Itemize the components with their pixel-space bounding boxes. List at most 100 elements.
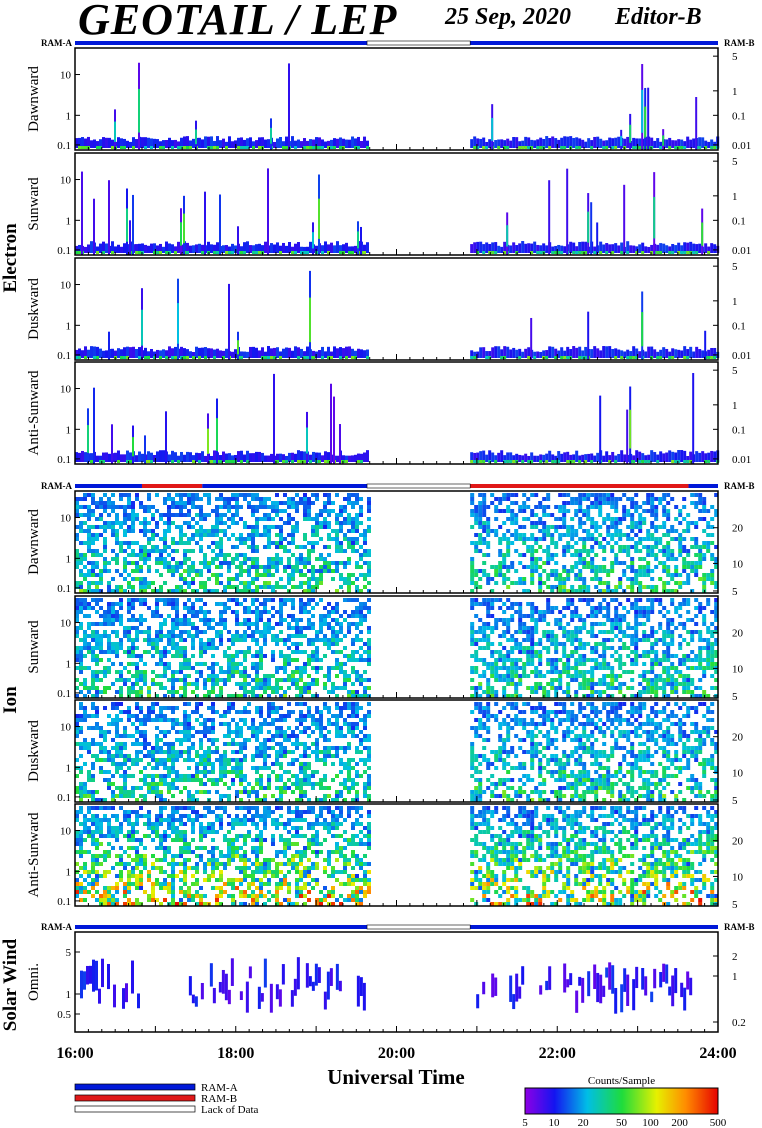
spectrogram-cell xyxy=(578,569,583,573)
spectrogram-cell xyxy=(482,598,487,602)
spectrogram-cell xyxy=(279,618,283,622)
spectrogram-cell xyxy=(586,614,591,618)
spectrogram-cell xyxy=(331,577,335,581)
spectrogram-cell xyxy=(155,561,159,565)
spectrogram-cell xyxy=(327,460,330,463)
spectrogram-cell xyxy=(678,509,683,513)
spectrogram-cell xyxy=(488,356,492,359)
spectrogram-cell xyxy=(474,505,479,509)
spectrogram-cell xyxy=(554,690,559,694)
spectrogram-cell xyxy=(560,251,564,254)
spectrogram-cell xyxy=(95,654,99,658)
spectrogram-cell xyxy=(491,251,495,254)
spectrogram-cell xyxy=(355,670,359,674)
spectrogram-cell xyxy=(211,589,215,593)
spectrogram-cell xyxy=(311,585,315,589)
spectrogram-cell xyxy=(237,340,239,355)
spectrogram-cell xyxy=(626,626,631,630)
spectrogram-cell xyxy=(199,529,203,533)
spectrogram-cell xyxy=(147,553,151,557)
spectrogram-cell xyxy=(171,146,174,149)
spectrogram-cell xyxy=(367,694,371,698)
spectrogram-cell xyxy=(143,521,147,525)
spectrogram-cell xyxy=(75,654,79,658)
spectrogram-cell xyxy=(574,565,579,569)
spectrogram-cell xyxy=(216,418,218,451)
spectrogram-cell xyxy=(162,450,165,462)
spectrogram-cell xyxy=(258,137,261,148)
spectrogram-cell xyxy=(671,140,675,148)
spectrogram-cell xyxy=(558,642,563,646)
spectrogram-cell xyxy=(642,662,647,666)
spectrogram-cell xyxy=(524,453,528,462)
spectrogram-cell xyxy=(79,658,83,662)
spectrogram-cell xyxy=(243,541,247,545)
spectrogram-cell xyxy=(282,146,285,149)
spectrogram-cell xyxy=(203,682,207,686)
spectrogram-cell xyxy=(542,610,547,614)
spectrogram-cell xyxy=(198,453,201,462)
spectrogram-cell xyxy=(219,350,222,358)
spectrogram-cell xyxy=(307,513,311,517)
spectrogram-cell xyxy=(258,146,261,149)
spectrogram-cell xyxy=(654,509,659,513)
spectrogram-cell xyxy=(574,541,579,545)
spectrogram-cell xyxy=(470,541,475,545)
spectrogram-cell xyxy=(179,666,183,670)
spectrogram-cell xyxy=(634,622,639,626)
spectrogram-cell xyxy=(99,658,103,662)
spectrogram-cell xyxy=(263,690,267,694)
spectrogram-cell xyxy=(91,509,95,513)
spectrogram-cell xyxy=(315,541,319,545)
spectrogram-cell xyxy=(143,585,147,589)
spectrogram-cell xyxy=(486,614,491,618)
spectrogram-cell xyxy=(550,569,555,573)
spectrogram-cell xyxy=(611,348,615,358)
spectrogram-cell xyxy=(107,561,111,565)
spectrogram-cell xyxy=(658,497,663,501)
spectrogram-cell xyxy=(582,618,587,622)
spectrogram-cell xyxy=(155,545,159,549)
y-tick-right-label: 1 xyxy=(732,191,738,203)
spectrogram-cell xyxy=(497,139,501,148)
spectrogram-cell xyxy=(311,589,315,593)
spectrogram-cell xyxy=(235,509,239,513)
spectrogram-cell xyxy=(606,606,611,610)
spectrogram-cell xyxy=(562,606,567,610)
spectrogram-cell xyxy=(642,638,647,642)
spectrogram-cell xyxy=(183,136,186,148)
spectrogram-cell xyxy=(526,537,531,541)
spectrogram-cell xyxy=(359,553,363,557)
spectrogram-cell xyxy=(187,585,191,589)
spectrogram-cell xyxy=(526,638,531,642)
spectrogram-cell xyxy=(227,561,231,565)
spectrogram-cell xyxy=(123,521,127,525)
spectrogram-cell xyxy=(203,646,207,650)
spectrogram-cell xyxy=(335,533,339,537)
spectrogram-cell xyxy=(138,243,141,253)
spectrogram-cell xyxy=(590,202,593,255)
spectrogram-cell xyxy=(131,553,135,557)
spectrogram-cell xyxy=(203,610,207,614)
spectrogram-cell xyxy=(271,525,275,529)
spectrogram-cell xyxy=(634,662,639,666)
spectrogram-cell xyxy=(259,618,263,622)
spectrogram-cell xyxy=(630,589,635,593)
spectrogram-cell xyxy=(91,533,95,537)
spectrogram-cell xyxy=(319,626,323,630)
spectrogram-cell xyxy=(478,505,483,509)
spectrogram-cell xyxy=(75,557,79,561)
spectrogram-cell xyxy=(295,585,299,589)
spectrogram-cell xyxy=(668,251,672,254)
spectrogram-cell xyxy=(590,545,595,549)
spectrogram-cell xyxy=(187,682,191,686)
spectrogram-cell xyxy=(593,455,597,462)
spectrogram-cell xyxy=(175,678,179,682)
spectrogram-cell xyxy=(606,581,611,585)
spectrogram-cell xyxy=(668,137,672,148)
spectrogram-cell xyxy=(315,137,318,148)
spectrogram-cell xyxy=(707,452,711,462)
spectrogram-cell xyxy=(367,642,371,646)
spectrogram-cell xyxy=(309,297,311,343)
spectrogram-cell xyxy=(683,460,687,463)
